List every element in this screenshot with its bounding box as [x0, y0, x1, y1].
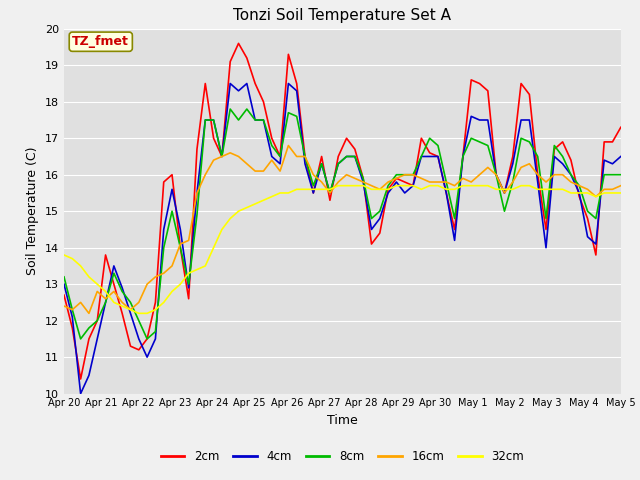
- 16cm: [85, 311, 93, 316]
- 4cm: [476, 117, 483, 123]
- 2cm: [77, 376, 84, 382]
- 8cm: [77, 336, 84, 342]
- 32cm: [60, 252, 68, 258]
- Line: 32cm: 32cm: [64, 186, 621, 313]
- 4cm: [60, 281, 68, 287]
- 4cm: [77, 391, 84, 396]
- 4cm: [451, 238, 458, 243]
- 8cm: [575, 183, 583, 189]
- 8cm: [617, 172, 625, 178]
- 2cm: [575, 194, 583, 200]
- Line: 4cm: 4cm: [64, 84, 621, 394]
- 16cm: [285, 143, 292, 148]
- 8cm: [476, 139, 483, 145]
- 2cm: [476, 81, 483, 86]
- Line: 16cm: 16cm: [64, 145, 621, 313]
- 32cm: [335, 183, 342, 189]
- 16cm: [476, 172, 483, 178]
- 4cm: [227, 81, 234, 86]
- 32cm: [517, 183, 525, 189]
- 32cm: [584, 190, 591, 196]
- 32cm: [451, 186, 458, 192]
- 32cm: [617, 190, 625, 196]
- 32cm: [567, 190, 575, 196]
- 8cm: [60, 274, 68, 280]
- 16cm: [584, 186, 591, 192]
- Legend: 2cm, 4cm, 8cm, 16cm, 32cm: 2cm, 4cm, 8cm, 16cm, 32cm: [156, 445, 529, 468]
- 2cm: [517, 81, 525, 86]
- 16cm: [60, 303, 68, 309]
- 2cm: [235, 40, 243, 46]
- 2cm: [567, 157, 575, 163]
- 4cm: [584, 234, 591, 240]
- Text: TZ_fmet: TZ_fmet: [72, 35, 129, 48]
- Y-axis label: Soil Temperature (C): Soil Temperature (C): [26, 147, 40, 276]
- Line: 2cm: 2cm: [64, 43, 621, 379]
- 4cm: [567, 172, 575, 178]
- Title: Tonzi Soil Temperature Set A: Tonzi Soil Temperature Set A: [234, 9, 451, 24]
- 4cm: [575, 190, 583, 196]
- 2cm: [584, 216, 591, 221]
- 8cm: [584, 208, 591, 214]
- 16cm: [567, 179, 575, 185]
- 2cm: [617, 124, 625, 130]
- 8cm: [451, 216, 458, 221]
- 4cm: [517, 117, 525, 123]
- 8cm: [567, 172, 575, 178]
- Line: 8cm: 8cm: [64, 109, 621, 339]
- 16cm: [617, 183, 625, 189]
- 8cm: [227, 106, 234, 112]
- 32cm: [135, 311, 143, 316]
- 16cm: [575, 183, 583, 189]
- 4cm: [617, 154, 625, 159]
- 32cm: [575, 190, 583, 196]
- 8cm: [517, 135, 525, 141]
- 2cm: [451, 227, 458, 232]
- 16cm: [451, 183, 458, 189]
- X-axis label: Time: Time: [327, 414, 358, 427]
- 16cm: [517, 165, 525, 170]
- 32cm: [476, 183, 483, 189]
- 2cm: [60, 292, 68, 298]
